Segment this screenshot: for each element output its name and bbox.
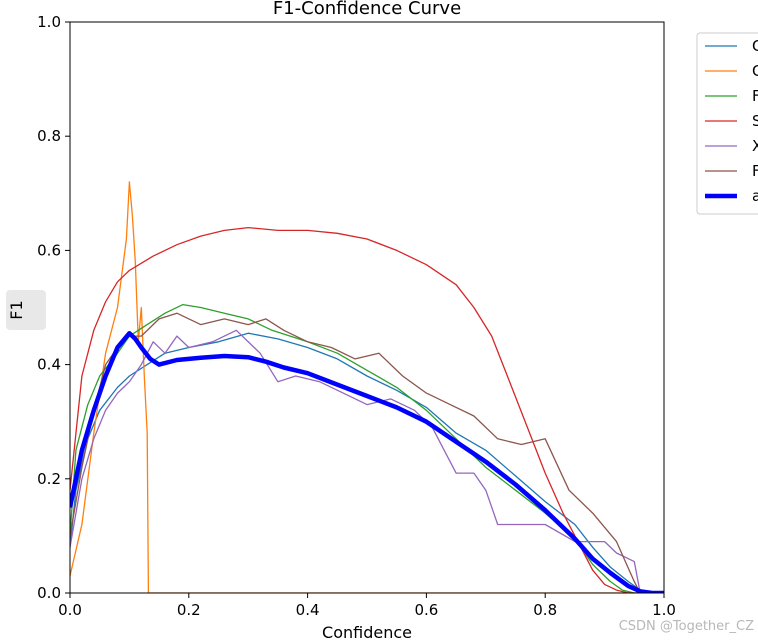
- x-tick-label: 0.4: [296, 601, 320, 619]
- y-tick-label: 0.6: [37, 241, 61, 259]
- series-line-6: [70, 312, 664, 593]
- y-axis-label-highlight: [6, 290, 46, 330]
- x-tick-label: 0.8: [533, 601, 557, 619]
- y-tick-label: 0.0: [37, 584, 61, 602]
- legend-label-5: X: [752, 137, 758, 155]
- y-tick-label: 0.8: [37, 127, 61, 145]
- y-tick-label: 0.4: [37, 356, 61, 374]
- chart-title: F1-Confidence Curve: [273, 0, 461, 19]
- legend-label-6: F: [752, 162, 758, 180]
- series-line-2: [70, 181, 664, 593]
- legend-label-3: F: [752, 87, 758, 105]
- legend-label-1: C: [752, 37, 758, 55]
- y-tick-label: 0.2: [37, 470, 61, 488]
- legend-label-2: C: [752, 62, 758, 80]
- plot-area: [70, 181, 664, 593]
- y-axis-label: F1: [7, 300, 26, 319]
- legend-label-7: a: [752, 187, 758, 205]
- series-line-7: [70, 330, 664, 593]
- x-tick-label: 0.6: [414, 601, 438, 619]
- y-label-svg: F1: [7, 300, 26, 319]
- x-tick-label: 0.0: [58, 601, 82, 619]
- legend-box: [696, 32, 758, 215]
- axes: 0.0 0.2 0.4 0.6 0.8 1.0 0.0 0.2 0.4 0.6 0.8 1.0: [37, 13, 676, 619]
- series-line-4: [70, 226, 664, 593]
- series-line-5: [70, 329, 664, 593]
- legend-label-4: S: [752, 112, 758, 130]
- x-tick-label: 1.0: [652, 601, 676, 619]
- x-tick-label: 0.2: [177, 601, 201, 619]
- x-axis-label: Confidence: [322, 623, 412, 642]
- series-line-1: [70, 332, 664, 593]
- y-tick-label: 1.0: [37, 13, 61, 31]
- plot-frame: [69, 21, 665, 594]
- watermark: CSDN @Together_CZ: [618, 619, 754, 634]
